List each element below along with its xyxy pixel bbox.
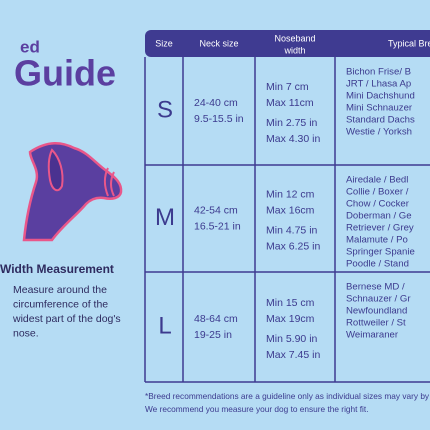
neck-size: 9.5-15.5 in — [194, 113, 244, 125]
neck-size: 24-40 cm — [194, 97, 238, 109]
breed: Collie / Boxer / — [346, 187, 409, 198]
noseband-width: Min 4.75 in — [266, 224, 318, 236]
noseband-width: Max 6.25 in — [266, 240, 320, 252]
breed: Westie / Yorksh — [346, 127, 412, 138]
noseband-width: Min 7 cm — [266, 81, 309, 93]
table-header-band — [145, 30, 430, 57]
noseband-width: Min 5.90 in — [266, 333, 318, 345]
breed: Chow / Cocker — [346, 199, 410, 210]
noseband-width: Max 19cm — [266, 313, 315, 325]
breed: Newfoundland — [346, 306, 407, 317]
breed: Mini Schnauzer — [346, 103, 413, 114]
neck-size: 19-25 in — [194, 329, 232, 341]
noseband-width: Min 2.75 in — [266, 117, 318, 129]
measurement-text: widest part of the dog's — [12, 313, 121, 325]
breed: Rottweiler / St — [346, 318, 406, 329]
size-label: M — [155, 204, 175, 231]
breed: Doberman / Ge — [346, 211, 412, 222]
noseband-width: Min 12 cm — [266, 188, 315, 200]
breed: Airedale / Bedl — [346, 175, 408, 186]
neck-size: 16.5-21 in — [194, 220, 241, 232]
noseband-width: Max 16cm — [266, 204, 315, 216]
column-header: Typical Bre — [388, 38, 430, 48]
title-fragment: ed — [20, 37, 40, 56]
breed: Bernese MD / — [346, 282, 405, 293]
breed: Schnauzer / Gr — [346, 294, 411, 305]
footnote: *Breed recommendations are a guideline o… — [145, 391, 430, 401]
breed: Poodle / Stand — [346, 259, 409, 270]
footnote: We recommend you measure your dog to ens… — [145, 404, 369, 414]
dog-illustration — [22, 142, 123, 242]
title: Guide — [14, 53, 116, 94]
breed: JRT / Lhasa Ap — [346, 79, 411, 90]
column-header: Neck size — [199, 38, 238, 48]
noseband-width: Max 11cm — [266, 97, 314, 109]
neck-size: 48-64 cm — [194, 313, 238, 325]
measurement-text: Measure around the — [13, 284, 107, 296]
breed: Weimaraner — [346, 330, 399, 341]
size-label: L — [158, 312, 171, 339]
noseband-width: Max 4.30 in — [266, 133, 320, 145]
column-header: Size — [155, 38, 173, 48]
column-header: Noseband — [274, 33, 315, 43]
measurement-heading: Width Measurement — [0, 262, 114, 276]
measurement-text: circumference of the — [13, 298, 108, 310]
noseband-width: Max 7.45 in — [266, 349, 320, 361]
size-label: S — [157, 96, 173, 123]
noseband-width: Min 15 cm — [266, 297, 315, 309]
breed: Bichon Frise/ B — [346, 67, 411, 78]
measurement-text: nose. — [13, 327, 39, 339]
breed: Springer Spanie — [346, 247, 415, 258]
breed: Retriever / Grey — [346, 223, 414, 234]
breed: Malamute / Po — [346, 235, 408, 246]
neck-size: 42-54 cm — [194, 204, 238, 216]
breed: Standard Dachs — [346, 115, 415, 126]
breed: Mini Dachshund — [346, 91, 415, 102]
column-header: width — [283, 45, 305, 55]
